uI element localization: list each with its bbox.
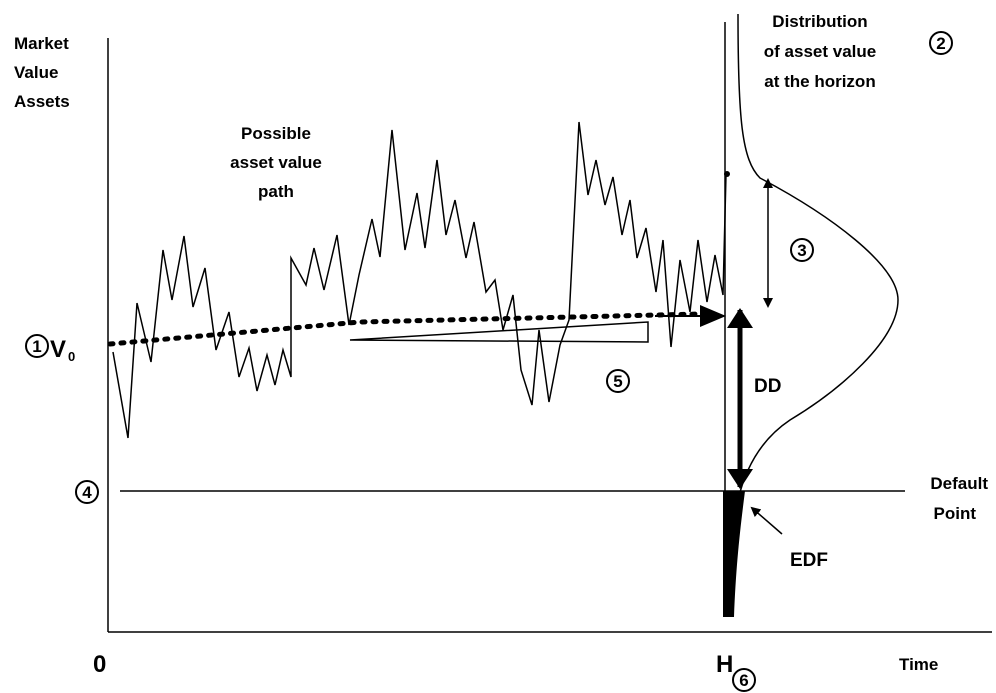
y-axis-label-line3: Assets bbox=[14, 92, 70, 111]
default-label-line2: Point bbox=[934, 504, 977, 523]
horizon-label: H bbox=[716, 651, 733, 678]
default-label-line1: Default bbox=[930, 474, 988, 493]
origin-label: 0 bbox=[93, 651, 106, 678]
v0-label: V bbox=[50, 336, 66, 363]
dist-label-line1: Distribution bbox=[772, 12, 867, 31]
y-axis-label-line1: Market bbox=[14, 34, 69, 53]
y-axis-label-line2: Value bbox=[14, 63, 58, 82]
svg-text:2: 2 bbox=[936, 34, 945, 53]
svg-text:4: 4 bbox=[82, 483, 92, 502]
expected-drift-path bbox=[107, 311, 703, 347]
svg-text:1: 1 bbox=[32, 337, 41, 356]
marker-6: 6 bbox=[732, 668, 756, 692]
v0-subscript: 0 bbox=[68, 349, 75, 364]
marker-2: 2 bbox=[929, 31, 953, 55]
dist-label-line2: of asset value bbox=[764, 42, 876, 61]
path-label-line2: asset value bbox=[230, 153, 322, 172]
time-label: Time bbox=[899, 655, 938, 674]
asset-value-path bbox=[112, 121, 727, 439]
marker-1: 1 bbox=[25, 334, 49, 358]
marker-4: 4 bbox=[75, 480, 99, 504]
path-endpoint bbox=[724, 171, 730, 177]
marker-5: 5 bbox=[606, 369, 630, 393]
svg-text:5: 5 bbox=[613, 372, 622, 391]
dist-label-line3: at the horizon bbox=[764, 72, 875, 91]
svg-text:3: 3 bbox=[797, 241, 806, 260]
path-label-line3: path bbox=[258, 182, 294, 201]
edf-tail bbox=[723, 491, 745, 617]
edf-arrow bbox=[750, 506, 783, 535]
dd-label: DD bbox=[754, 376, 781, 397]
svg-text:6: 6 bbox=[739, 671, 748, 690]
path-label-line1: Possible bbox=[241, 124, 311, 143]
distribution-curve bbox=[727, 13, 899, 616]
edf-label: EDF bbox=[790, 550, 828, 571]
slope-triangle bbox=[349, 321, 649, 343]
marker-3: 3 bbox=[790, 238, 814, 262]
